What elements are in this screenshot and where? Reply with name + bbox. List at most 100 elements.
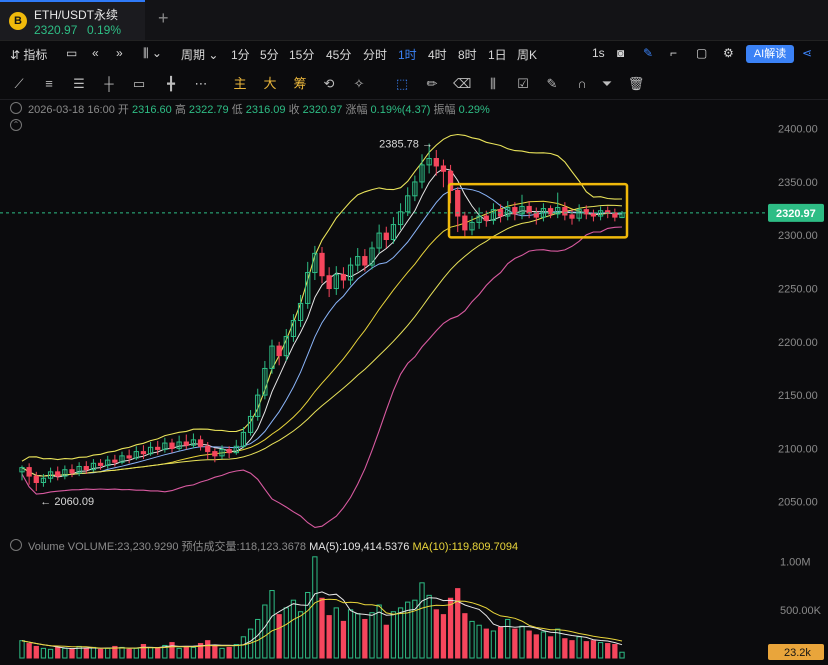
- candle-icon[interactable]: ⫼: [490, 76, 496, 91]
- interval-4h[interactable]: 4时: [428, 48, 447, 62]
- volume-bar: [62, 647, 68, 659]
- eraser-icon[interactable]: ⌫: [453, 76, 472, 91]
- period-label: 周期: [181, 48, 206, 62]
- filter-icon[interactable]: ⏷: [601, 76, 613, 91]
- open-label: 开: [117, 104, 129, 116]
- tab-change: 0.19%: [87, 23, 122, 37]
- plus-icon[interactable]: +: [158, 8, 169, 28]
- close-value: 2320.97: [302, 104, 343, 116]
- candle-body: [547, 208, 554, 215]
- measure-icon[interactable]: ╋: [167, 76, 175, 91]
- indicators-button[interactable]: ⇵ 指标: [10, 46, 47, 63]
- volume-tick-label: 500.00K: [780, 605, 822, 617]
- brush-icon[interactable]: ✏: [426, 76, 438, 91]
- rectangle-icon[interactable]: ▭: [132, 76, 146, 91]
- bollinger-middle-line: [21, 200, 623, 477]
- candle-body: [255, 394, 261, 417]
- volume-bar: [512, 628, 518, 659]
- candle-body: [205, 445, 211, 453]
- candle-body: [490, 209, 497, 221]
- candle-body: [83, 466, 89, 471]
- replay-icon[interactable]: ⟲: [323, 76, 335, 91]
- candle-body: [612, 212, 618, 218]
- candlestick-chart[interactable]: 2400.00 2350.00 2300.00 2250.00 2200.00 2150.…: [0, 118, 828, 530]
- amplitude-value: 0.29%: [458, 104, 490, 116]
- calendar-icon[interactable]: ▭: [66, 46, 78, 60]
- parallel-lines-icon[interactable]: ≡: [45, 76, 53, 91]
- gear-icon[interactable]: ⚙: [723, 46, 734, 60]
- eye-icon[interactable]: [10, 102, 22, 114]
- volume-bar: [47, 648, 54, 659]
- volume-bar: [462, 613, 468, 659]
- note-icon[interactable]: ☑: [517, 76, 529, 91]
- volume-bar: [540, 631, 547, 659]
- big-order-button[interactable]: 大: [263, 76, 277, 91]
- redo-icon[interactable]: »: [116, 46, 123, 60]
- magic-icon[interactable]: ✧: [353, 76, 365, 91]
- ai-interpret-button[interactable]: AI解读: [746, 45, 794, 63]
- trend-line-icon[interactable]: ⟋: [14, 76, 24, 91]
- horizontal-lines-icon[interactable]: ☰: [73, 76, 85, 91]
- collapse-icon[interactable]: ⌃: [10, 119, 22, 131]
- interval-1m[interactable]: 1分: [231, 48, 250, 62]
- interval-45m[interactable]: 45分: [326, 48, 352, 62]
- candle-body: [162, 442, 168, 450]
- volume-bar: [126, 648, 132, 659]
- pen-icon[interactable]: ✎: [643, 46, 654, 60]
- interval-1h[interactable]: 1时: [398, 48, 417, 62]
- chevron-down-icon: ⌄: [208, 48, 219, 62]
- edit-icon[interactable]: ✎: [546, 76, 558, 91]
- volume-bar: [533, 634, 539, 659]
- volume-estimate: 预估成交量:118,123.3678: [181, 541, 307, 553]
- candle-body: [119, 455, 125, 463]
- period-dropdown[interactable]: 周期 ⌄: [181, 46, 218, 63]
- candle-body: [219, 448, 225, 457]
- main-force-button[interactable]: 主: [233, 76, 247, 91]
- volume-bar: [519, 625, 525, 659]
- volume-bar: [397, 607, 404, 659]
- drawing-toolbar: ⟋ ≡ ☰ ┼ ▭ ╋ ⋯ 主 大 筹 ⟲ ✧ ⬚ ✏ ⌫ ⫼ ☑ ✎ ∩ ⏷ …: [0, 69, 828, 100]
- volume-bar: [205, 640, 211, 659]
- more-dots-icon[interactable]: ⋯: [194, 76, 208, 91]
- volume-bar: [369, 612, 375, 659]
- refresh-interval[interactable]: 1s: [592, 46, 605, 60]
- candle-body: [140, 451, 147, 455]
- candle-body: [262, 367, 268, 396]
- share-icon[interactable]: ⋖: [802, 46, 813, 60]
- binance-logo-icon: B: [9, 12, 27, 30]
- candle-body: [597, 210, 604, 217]
- candle-body: [169, 442, 175, 449]
- interval-week[interactable]: 周K: [517, 48, 538, 62]
- volume-bar: [262, 604, 268, 659]
- volume-bar: [355, 613, 361, 659]
- candle-body: [233, 445, 239, 454]
- volume-eye-icon[interactable]: [10, 539, 22, 551]
- volume-bar: [362, 618, 368, 659]
- chip-button[interactable]: 筹: [293, 76, 307, 91]
- volume-chart[interactable]: 1.00M 500.00K 23.2k: [0, 548, 828, 665]
- select-icon[interactable]: ⬚: [395, 76, 409, 91]
- volume-bar: [269, 590, 275, 659]
- tab-eth-usdt[interactable]: B ETH/USDT永续 2320.97 0.19%: [0, 0, 145, 40]
- fullscreen-icon[interactable]: ⌐: [670, 46, 678, 60]
- interval-1d[interactable]: 1日: [488, 48, 507, 62]
- volume-bar: [333, 607, 339, 659]
- volume-bar: [426, 594, 432, 659]
- candle-body: [190, 439, 197, 446]
- candle-type-icon[interactable]: ⫼ ⌄: [143, 46, 162, 60]
- volume-bar: [183, 645, 189, 659]
- layout-icon[interactable]: ▢: [696, 46, 708, 60]
- interval-15m[interactable]: 15分: [289, 48, 315, 62]
- trash-icon[interactable]: 🗑: [627, 76, 645, 91]
- camera-icon[interactable]: ◙: [617, 46, 625, 60]
- candle-body: [147, 446, 154, 455]
- horizontal-ray-icon[interactable]: ┼: [104, 76, 114, 91]
- volume-bar: [555, 628, 561, 659]
- interval-5m[interactable]: 5分: [260, 48, 279, 62]
- interval-8h[interactable]: 8时: [458, 48, 477, 62]
- interval-timeline[interactable]: 分时: [363, 48, 388, 62]
- volume-bar: [312, 556, 318, 659]
- magnet-icon[interactable]: ∩: [577, 76, 587, 91]
- undo-icon[interactable]: «: [92, 46, 99, 60]
- candle-body: [283, 335, 289, 357]
